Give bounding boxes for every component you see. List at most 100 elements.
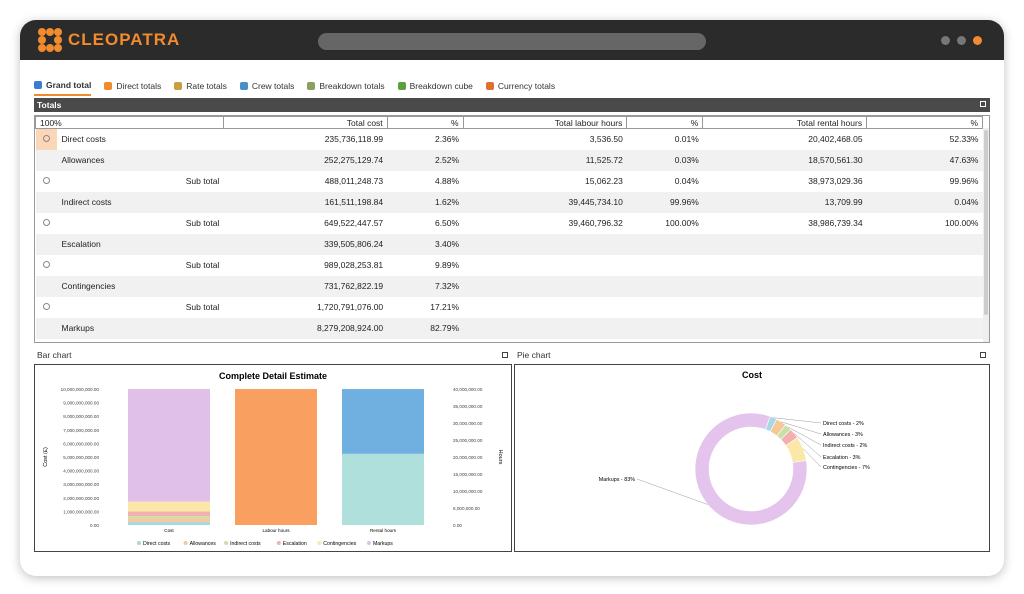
column-header-pct[interactable]: % bbox=[626, 116, 704, 129]
rental-pct-cell bbox=[866, 233, 983, 255]
table-row[interactable]: Markups 8,279,208,924.00 82.79% bbox=[35, 317, 983, 339]
labour-pct-cell: 100.00% bbox=[665, 218, 699, 228]
rental-pct-cell: 100.00% bbox=[944, 218, 979, 228]
pie-slice-label: Escalation - 3% bbox=[823, 455, 861, 461]
bar-chart-panel-header: Bar chart bbox=[34, 349, 512, 361]
row-sub-label: Sub total bbox=[185, 218, 220, 228]
table-row[interactable]: Sub total 1,720,791,076.00 17.21% bbox=[36, 297, 983, 318]
rental-hours-cell: 38,973,029.36 bbox=[808, 176, 863, 186]
y2-tick-label: 5,000,000.00 bbox=[453, 506, 480, 511]
table-row[interactable]: Allowances 252,275,129.74 2.52% 11,525.72 0.… bbox=[35, 149, 983, 171]
table-row[interactable]: Contingencies 731,762,822.19 7.32% bbox=[35, 275, 983, 297]
table-row[interactable]: Sub total 649,522,447.57 6.50% 39,460,796.3… bbox=[36, 213, 983, 234]
tab-label: Breakdown cube bbox=[409, 80, 473, 91]
tab-rate-totals[interactable]: Rate totals bbox=[174, 78, 227, 96]
restore-icon[interactable] bbox=[980, 101, 986, 107]
row-label: Indirect costs bbox=[57, 191, 168, 213]
globe-icon bbox=[34, 80, 42, 89]
tab-currency-totals[interactable]: Currency totals bbox=[485, 78, 555, 96]
column-header-labour-hours[interactable]: Total labour hours bbox=[462, 116, 628, 129]
chart-title: Cost bbox=[742, 370, 762, 380]
total-cost-cell: 8,279,208,924.00 bbox=[223, 317, 388, 339]
cube-icon bbox=[397, 81, 406, 90]
legend-swatch bbox=[276, 541, 281, 545]
table-row[interactable]: Sub total 989,028,253.81 9.89% bbox=[36, 255, 983, 276]
rental-hours-cell bbox=[702, 275, 867, 297]
expand-radio-icon[interactable] bbox=[42, 219, 50, 226]
cost-pct-cell: 82.79% bbox=[387, 317, 464, 339]
tab-label: Direct totals bbox=[116, 80, 162, 91]
bar-segment bbox=[128, 516, 210, 519]
column-header-total-cost[interactable]: Total cost bbox=[222, 116, 388, 129]
expand-radio-icon[interactable] bbox=[42, 261, 50, 268]
total-cost-cell: 731,762,822.19 bbox=[223, 275, 388, 297]
scrollbar-thumb[interactable] bbox=[984, 130, 988, 315]
window-control-dot[interactable] bbox=[973, 36, 982, 45]
labour-pct-cell: 99.96% bbox=[626, 191, 703, 213]
bar-chart-panel-title: Bar chart bbox=[37, 350, 72, 360]
pie-chart-container: Cost Direct costs - 2% Allowances - 3% Indi… bbox=[514, 364, 990, 552]
window-control-dot[interactable] bbox=[957, 36, 966, 45]
tab-grand-total[interactable]: Grand total bbox=[34, 78, 92, 96]
breakdown-totals-icon bbox=[307, 81, 316, 90]
column-header-rental-hours[interactable]: Total rental hours bbox=[702, 116, 868, 129]
legend-swatch bbox=[224, 541, 229, 545]
tab-breakdown-cube[interactable]: Breakdown cube bbox=[397, 78, 473, 96]
row-sub-label bbox=[167, 317, 224, 339]
row-sub-label bbox=[167, 275, 224, 297]
vertical-scrollbar[interactable] bbox=[983, 128, 989, 342]
labour-hours-cell: 3,536.50 bbox=[589, 134, 623, 145]
restore-icon[interactable] bbox=[980, 352, 986, 358]
tab-direct-totals[interactable]: Direct totals bbox=[104, 78, 161, 96]
cost-pct-cell: 17.21% bbox=[430, 302, 460, 312]
address-bar[interactable] bbox=[318, 33, 706, 50]
expand-radio-icon[interactable] bbox=[42, 135, 50, 143]
table-row[interactable]: Direct costs 235,736,118.99 2.36% 3,536.50 0… bbox=[35, 128, 983, 150]
column-header-pct[interactable]: % bbox=[386, 116, 464, 129]
y2-tick-label: 15,000,000.00 bbox=[453, 472, 483, 477]
rental-hours-cell bbox=[703, 297, 867, 318]
table-row[interactable]: Escalation 339,505,806.24 3.40% bbox=[35, 233, 983, 255]
row-select-cell bbox=[35, 149, 58, 171]
labour-pct-cell: 0.04% bbox=[674, 176, 699, 186]
y2-tick-label: 25,000,000.00 bbox=[453, 438, 483, 443]
row-select-cell bbox=[35, 275, 58, 297]
labour-pct-cell bbox=[626, 233, 703, 255]
pie-slice-label: Indirect costs - 2% bbox=[823, 443, 868, 449]
window-control-dot[interactable] bbox=[941, 36, 950, 45]
labour-pct-cell bbox=[627, 255, 703, 276]
tab-breakdown-totals[interactable]: Breakdown totals bbox=[307, 78, 385, 96]
rental-pct-cell: 0.04% bbox=[866, 191, 983, 213]
row-select-cell bbox=[35, 191, 58, 213]
tab-label: Crew totals bbox=[251, 80, 295, 91]
tab-crew-totals[interactable]: Crew totals bbox=[239, 78, 295, 96]
expand-radio-icon[interactable] bbox=[42, 303, 50, 310]
row-select-cell bbox=[35, 317, 58, 339]
direct-totals-icon bbox=[104, 81, 113, 90]
total-cost-cell: 649,522,447.57 bbox=[324, 218, 384, 228]
labour-pct-cell bbox=[627, 297, 703, 318]
total-cost-cell: 339,505,806.24 bbox=[223, 233, 388, 255]
table-row[interactable]: Sub total 488,011,248.73 4.88% 15,062.23 0.0… bbox=[36, 171, 983, 192]
row-sub-label bbox=[167, 149, 224, 171]
column-header-pct[interactable]: % bbox=[866, 116, 983, 129]
total-cost-cell: 1,720,791,076.00 bbox=[316, 302, 384, 312]
y-tick-label: 5,000,000,000.00 bbox=[63, 455, 99, 460]
labour-hours-cell bbox=[463, 297, 627, 318]
rental-pct-cell: 47.63% bbox=[866, 149, 983, 171]
title-bar: CLEOPATRA bbox=[20, 20, 1004, 60]
cleopatra-logo-icon bbox=[38, 28, 62, 52]
rental-pct-cell bbox=[867, 255, 983, 276]
column-header-percent[interactable]: 100% bbox=[35, 116, 224, 129]
expand-radio-icon[interactable] bbox=[42, 177, 50, 184]
total-cost-cell: 252,275,129.74 bbox=[223, 149, 388, 171]
cost-pct-cell: 2.36% bbox=[434, 134, 460, 145]
app-window: CLEOPATRA Grand total Direct totals Rate t… bbox=[20, 20, 1004, 576]
bar-chart: Complete Detail Estimate 0.00 1,000,000,00… bbox=[43, 371, 503, 547]
table-row[interactable]: Indirect costs 161,511,198.84 1.62% 39,445,… bbox=[35, 191, 983, 213]
row-sub-label: Sub total bbox=[185, 260, 220, 270]
y-tick-label: 2,000,000,000.00 bbox=[63, 496, 99, 501]
pie-leader-line bbox=[781, 421, 822, 435]
restore-icon[interactable] bbox=[502, 352, 508, 358]
pie-slice bbox=[694, 412, 808, 526]
